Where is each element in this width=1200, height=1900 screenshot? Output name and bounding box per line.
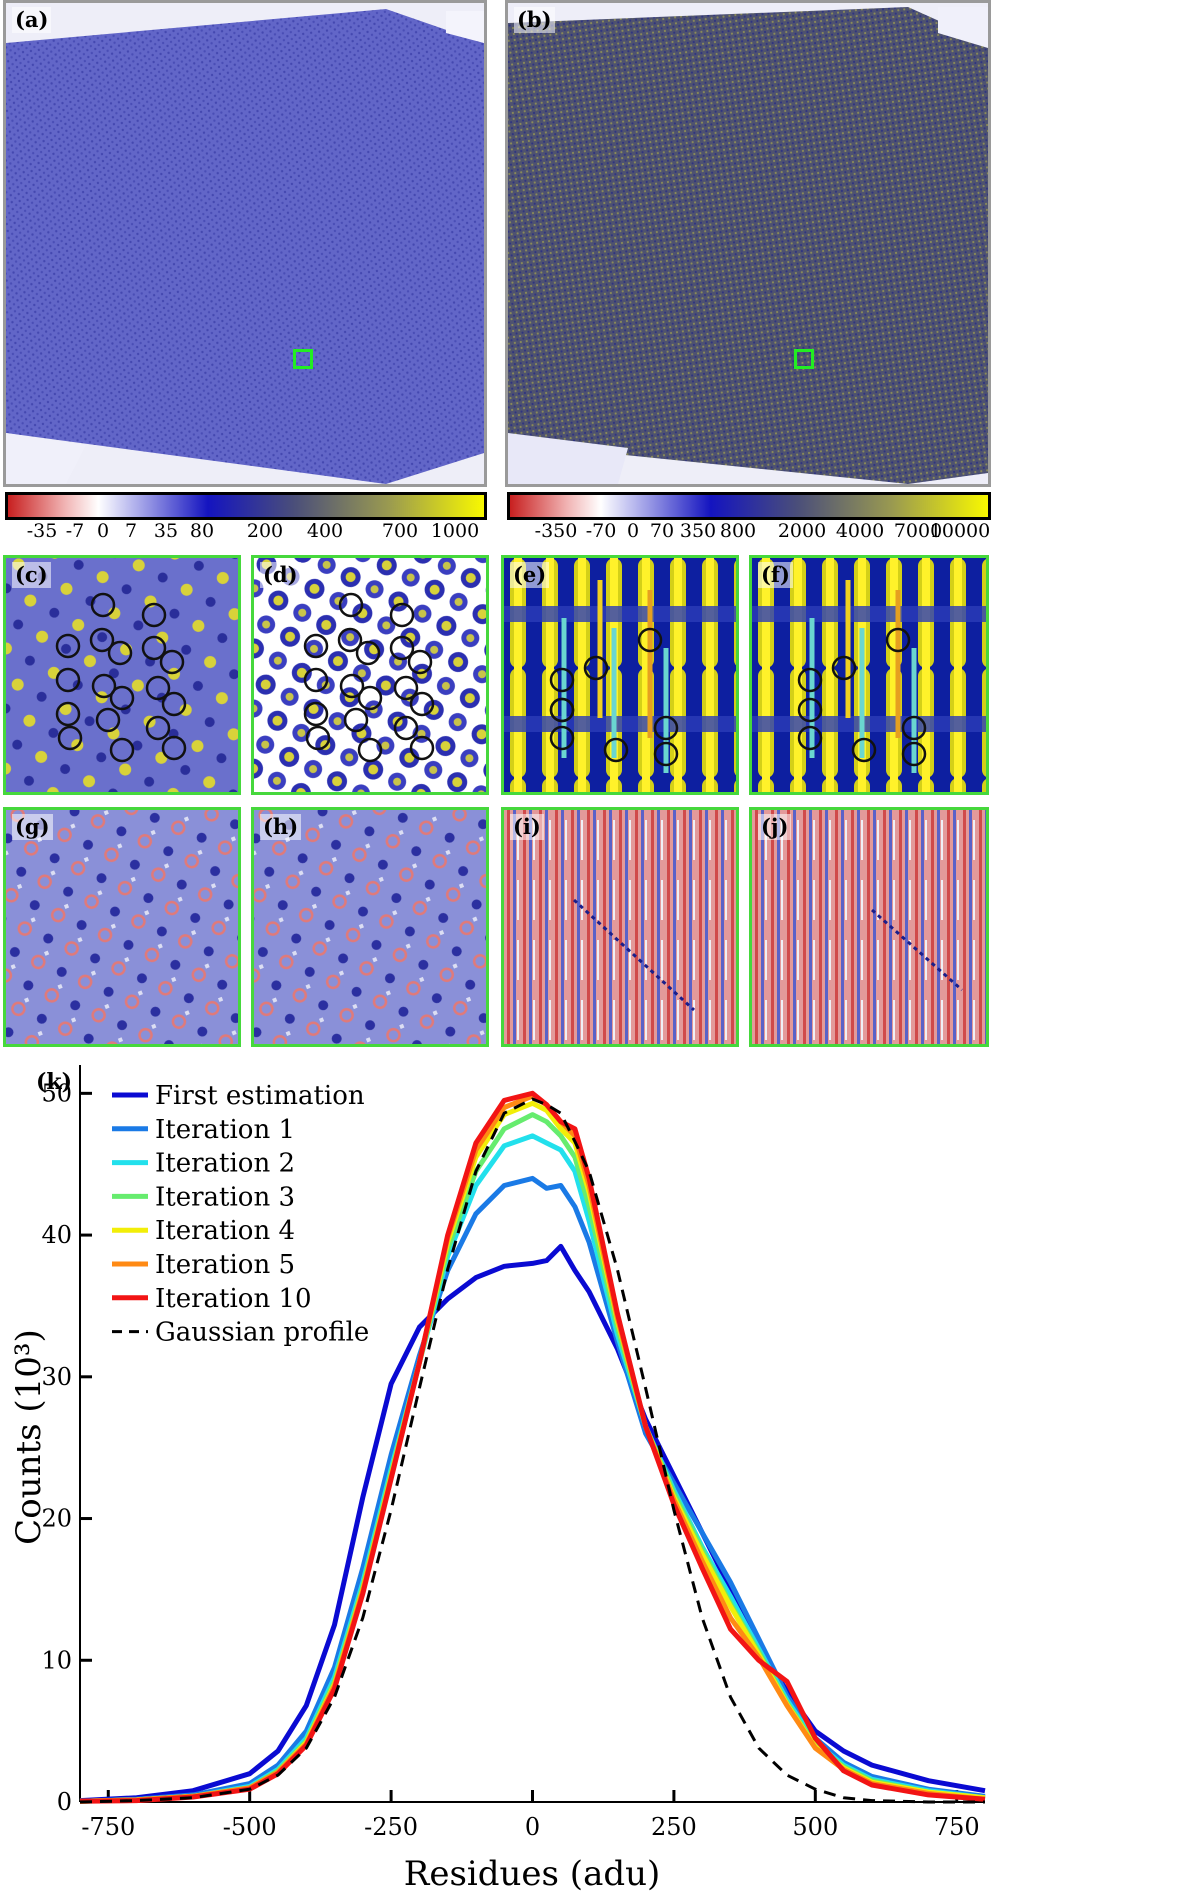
colorbar-a-tick: 200 bbox=[246, 520, 284, 542]
legend-entry: Iteration 10 bbox=[155, 1284, 312, 1314]
y-tick-label: 10 bbox=[41, 1646, 72, 1674]
legend-entry: Iteration 3 bbox=[155, 1182, 295, 1212]
zoom-image-c bbox=[6, 558, 238, 792]
colorbar-a-tick: 35 bbox=[153, 520, 179, 542]
colorbar-b-tick: 7000 bbox=[893, 520, 943, 542]
colorbar-b-tick: -70 bbox=[585, 520, 617, 542]
panel-label-f: (f) bbox=[758, 562, 793, 588]
y-tick-label: 40 bbox=[41, 1221, 72, 1249]
legend-entry: Iteration 1 bbox=[155, 1115, 295, 1145]
panel-label-k: (k) bbox=[36, 1069, 72, 1095]
panel-label-d: (d) bbox=[260, 562, 301, 588]
y-axis-label: Counts (10³) bbox=[9, 1329, 49, 1545]
x-tick-label: 0 bbox=[525, 1813, 540, 1841]
detector-map-b bbox=[508, 3, 988, 484]
panel-e-zoom: (e) bbox=[501, 555, 739, 795]
colorbar-a-tick: -7 bbox=[65, 520, 85, 542]
colorbar-b-tick: 2000 bbox=[777, 520, 827, 542]
panel-i-residual: (i) bbox=[501, 807, 739, 1047]
colorbar-b-tick: 0 bbox=[626, 520, 640, 542]
legend-entry: Gaussian profile bbox=[155, 1318, 369, 1348]
residual-image-j bbox=[752, 810, 986, 1044]
colorbar-a-tick: 0 bbox=[96, 520, 110, 542]
detector-map-a bbox=[6, 3, 484, 484]
panel-label-h: (h) bbox=[260, 814, 302, 840]
colorbar-b-tick: 70 bbox=[649, 520, 675, 542]
panel-f-zoom: (f) bbox=[749, 555, 989, 795]
colorbar-a-tick: 7 bbox=[124, 520, 138, 542]
colorbar-b-tick: -350 bbox=[534, 520, 578, 542]
zoom-region-marker-a bbox=[293, 349, 313, 369]
panel-label-j: (j) bbox=[758, 814, 792, 840]
colorbar-a-tick: 400 bbox=[306, 520, 344, 542]
colorbar-a-tick: 80 bbox=[189, 520, 215, 542]
colorbar-b-tick: 350 bbox=[679, 520, 717, 542]
panel-h-residual: (h) bbox=[251, 807, 489, 1047]
series-line-gaussian-profile bbox=[79, 1097, 985, 1804]
legend-entry: Iteration 2 bbox=[155, 1149, 295, 1179]
panel-label-g: (g) bbox=[12, 814, 53, 840]
panel-label-a: (a) bbox=[12, 7, 52, 33]
residual-image-g bbox=[6, 810, 238, 1044]
x-axis-label: Residues (adu) bbox=[404, 1854, 661, 1894]
zoom-region-marker-b bbox=[794, 349, 814, 369]
x-tick-label: -500 bbox=[223, 1813, 277, 1841]
panel-label-i: (i) bbox=[510, 814, 544, 840]
series-line-iteration-10 bbox=[79, 1090, 986, 1804]
legend-entry: Iteration 4 bbox=[155, 1216, 295, 1246]
panel-d-zoom: (d) bbox=[251, 555, 489, 795]
zoom-image-e bbox=[504, 558, 736, 792]
colorbar-a-tick: -35 bbox=[26, 520, 58, 542]
colorbar-a bbox=[5, 492, 487, 520]
colorbar-a-tick: 700 bbox=[381, 520, 419, 542]
x-tick-label: -250 bbox=[364, 1813, 418, 1841]
legend-entry: First estimation bbox=[155, 1081, 365, 1111]
x-tick-label: 500 bbox=[792, 1813, 838, 1841]
series-line-first-estimation bbox=[79, 1243, 986, 1804]
panel-j-residual: (j) bbox=[749, 807, 989, 1047]
legend-entry: Iteration 5 bbox=[155, 1250, 295, 1280]
panel-c-zoom: (c) bbox=[3, 555, 241, 795]
panel-g-residual: (g) bbox=[3, 807, 241, 1047]
zoom-image-f bbox=[752, 558, 986, 792]
x-tick-label: 250 bbox=[651, 1813, 697, 1841]
colorbar-a-tick: 1000 bbox=[430, 520, 480, 542]
x-tick-label: -750 bbox=[81, 1813, 135, 1841]
panel-label-e: (e) bbox=[510, 562, 550, 588]
residue-histogram-chart: -750 -500 -250 0 250 500 750 0 10 20 30 40 50 First … bbox=[9, 1065, 986, 1894]
x-tick-label: 750 bbox=[934, 1813, 980, 1841]
colorbar-b-tick: 800 bbox=[719, 520, 757, 542]
y-tick-label: 50 bbox=[41, 1079, 72, 1107]
panel-a-detector-map: (a) bbox=[3, 0, 487, 487]
panel-label-b: (b) bbox=[514, 7, 555, 33]
colorbar-b bbox=[507, 492, 991, 520]
y-tick-label: 20 bbox=[41, 1505, 72, 1533]
residual-image-h bbox=[254, 810, 486, 1044]
y-tick-label: 30 bbox=[41, 1363, 72, 1391]
panel-label-c: (c) bbox=[12, 562, 51, 588]
colorbar-b-tick: 4000 bbox=[835, 520, 885, 542]
y-tick-label: 0 bbox=[57, 1788, 72, 1816]
zoom-image-d bbox=[254, 558, 486, 792]
residual-image-i bbox=[504, 810, 736, 1044]
panel-b-detector-map: (b) bbox=[505, 0, 991, 487]
colorbar-b-tick: 10000 bbox=[929, 520, 991, 542]
